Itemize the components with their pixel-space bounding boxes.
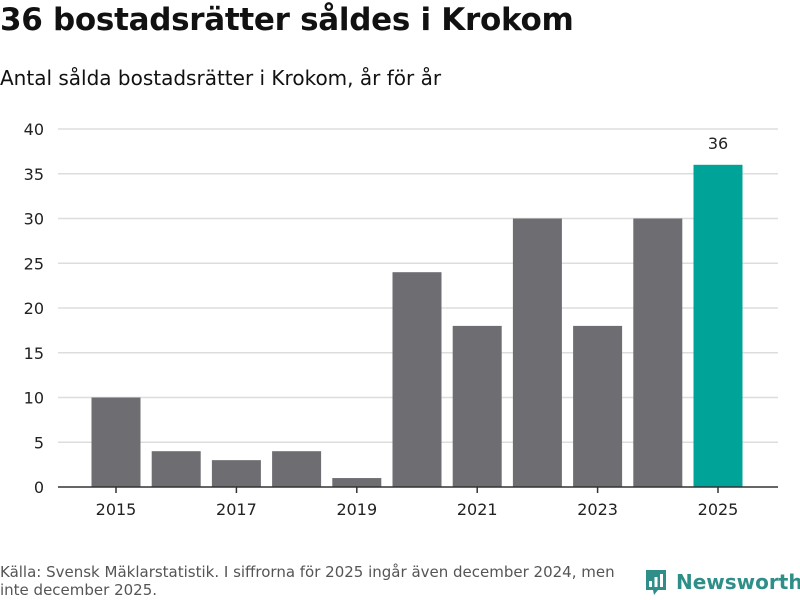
x-tick-label-2019: 2019 bbox=[336, 500, 377, 519]
bar-2018 bbox=[272, 451, 322, 487]
bar-2022 bbox=[512, 218, 562, 487]
x-tick-label-2025: 2025 bbox=[698, 500, 739, 519]
bar-2015 bbox=[91, 397, 141, 487]
x-tick-label-2017: 2017 bbox=[216, 500, 257, 519]
newsworthy-logo-icon bbox=[646, 570, 666, 595]
bar-2021 bbox=[452, 325, 502, 487]
x-tick-label-2015: 2015 bbox=[96, 500, 137, 519]
bar-2019 bbox=[332, 478, 382, 487]
y-tick-label-15: 15 bbox=[24, 344, 44, 363]
y-tick-label-40: 40 bbox=[24, 120, 44, 139]
y-tick-label-35: 35 bbox=[24, 165, 44, 184]
x-tick-label-2023: 2023 bbox=[577, 500, 618, 519]
data-label-2025: 36 bbox=[708, 134, 728, 153]
chart-subtitle: Antal sålda bostadsrätter i Krokom, år f… bbox=[0, 66, 442, 90]
bar-2016 bbox=[151, 451, 201, 487]
bar-2024 bbox=[633, 218, 683, 487]
bar-2020 bbox=[392, 272, 442, 487]
bar-2023 bbox=[573, 325, 623, 487]
source-note: Källa: Svensk Mäklarstatistik. I siffror… bbox=[0, 563, 615, 599]
y-tick-label-5: 5 bbox=[34, 433, 44, 452]
y-tick-label-20: 20 bbox=[24, 299, 44, 318]
brand-name: Newsworthy bbox=[676, 570, 800, 594]
y-tick-label-30: 30 bbox=[24, 210, 44, 229]
y-tick-label-0: 0 bbox=[34, 478, 44, 497]
bar-2025 bbox=[693, 164, 743, 488]
bar-2017 bbox=[211, 460, 261, 487]
chart-title: 36 bostadsrätter såldes i Krokom bbox=[0, 2, 574, 38]
y-tick-label-25: 25 bbox=[24, 254, 44, 273]
y-tick-label-10: 10 bbox=[24, 389, 44, 408]
brand-logo[interactable]: Newsworthy bbox=[644, 568, 800, 596]
x-tick-label-2021: 2021 bbox=[457, 500, 498, 519]
